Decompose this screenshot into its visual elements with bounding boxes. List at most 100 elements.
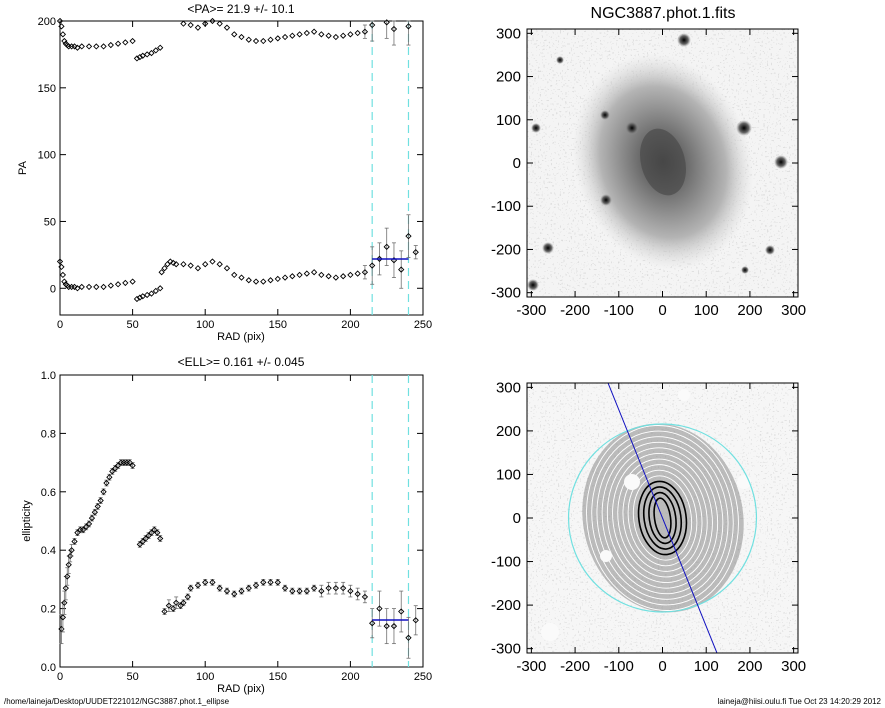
data-point xyxy=(59,271,67,279)
data-point xyxy=(100,43,107,50)
data-point xyxy=(170,605,177,612)
isophote-rings xyxy=(586,425,739,611)
y-tick-label: 0.0 xyxy=(41,662,56,674)
data-point xyxy=(157,535,164,542)
data-point xyxy=(85,43,93,50)
data-point xyxy=(129,278,136,285)
isophote-ring xyxy=(648,491,677,545)
data-point xyxy=(80,526,87,533)
data-point xyxy=(325,32,332,39)
data-point xyxy=(148,49,155,57)
x-tick-label: -100 xyxy=(604,658,634,675)
data-point xyxy=(405,233,412,240)
x-tick-label: 0 xyxy=(658,658,666,675)
data-point xyxy=(177,602,184,609)
y-tick-label: -200 xyxy=(491,241,521,258)
data-point xyxy=(133,55,141,62)
x-tick-label: 0 xyxy=(57,319,63,331)
data-point xyxy=(133,295,141,303)
data-point xyxy=(202,20,209,27)
star-marker xyxy=(741,266,749,274)
ell-y-ticks: 0.0 0.2 0.4 0.6 0.8 1.0 xyxy=(41,370,423,674)
data-point xyxy=(109,468,116,475)
data-point xyxy=(310,269,318,276)
data-point xyxy=(332,585,340,592)
data-point xyxy=(74,529,81,536)
data-point xyxy=(107,282,114,289)
x-tick-label: 250 xyxy=(414,319,432,331)
data-point xyxy=(145,532,152,539)
position-angle-line xyxy=(607,383,718,653)
data-point xyxy=(85,520,93,528)
data-point xyxy=(173,599,180,606)
data-point xyxy=(361,269,369,276)
star-marker xyxy=(600,110,610,120)
data-point xyxy=(161,265,168,272)
data-point xyxy=(376,255,383,263)
star-marker xyxy=(527,279,539,291)
x-tick-label: 150 xyxy=(269,671,287,683)
data-point xyxy=(390,25,398,33)
data-point xyxy=(383,622,390,630)
data-point xyxy=(223,24,231,31)
data-point xyxy=(152,287,159,295)
data-point xyxy=(202,579,209,586)
isophote-ring xyxy=(617,458,708,578)
data-point xyxy=(136,541,143,548)
data-point xyxy=(122,39,129,46)
image-bottom-x-ticks: -300 -200 -100 0 100 200 300 xyxy=(516,383,806,675)
data-point xyxy=(223,587,231,595)
data-point xyxy=(398,266,405,273)
data-point xyxy=(62,585,69,592)
x-tick-label: 50 xyxy=(126,671,138,683)
data-point xyxy=(274,35,281,42)
data-point xyxy=(260,278,267,285)
data-point xyxy=(310,28,318,35)
data-point xyxy=(151,526,158,533)
data-point xyxy=(310,585,318,592)
pa-vlines xyxy=(371,21,410,315)
y-tick-label: 100 xyxy=(496,112,521,129)
data-point xyxy=(354,29,361,37)
y-tick-label: -300 xyxy=(491,285,521,302)
data-point xyxy=(289,273,296,280)
y-tick-label: 200 xyxy=(38,16,56,28)
x-tick-label: 200 xyxy=(737,302,762,319)
data-point xyxy=(209,579,216,586)
data-point xyxy=(64,573,71,580)
data-point xyxy=(318,587,325,595)
x-tick-label: 300 xyxy=(781,658,806,675)
data-point xyxy=(180,599,187,606)
data-point xyxy=(61,278,68,285)
data-point xyxy=(71,43,78,50)
data-point xyxy=(347,31,354,38)
data-point xyxy=(318,271,325,279)
x-tick-label: -100 xyxy=(604,302,634,319)
galaxy-core xyxy=(639,128,687,196)
masked-star xyxy=(678,389,690,401)
ell-x-ticks: 0 50 100 150 200 250 xyxy=(57,375,432,683)
data-point xyxy=(361,593,369,601)
y-tick-label: 0.8 xyxy=(41,428,56,440)
data-point xyxy=(405,634,412,641)
data-point xyxy=(158,269,165,276)
data-point xyxy=(412,617,419,624)
pa-plot-frame xyxy=(59,20,424,316)
data-point xyxy=(68,547,75,554)
data-point xyxy=(143,291,151,299)
data-point xyxy=(100,488,107,495)
image-top-title: NGC3887.phot.1.fits xyxy=(591,5,736,22)
ell-vlines xyxy=(371,375,410,667)
data-point xyxy=(91,509,98,516)
image-top-x-ticks: -300 -200 -100 0 100 200 300 xyxy=(516,29,806,319)
ell-x-label: RAD (pix) xyxy=(217,683,265,695)
isophote-ring xyxy=(601,441,724,595)
pa-data-points xyxy=(56,17,419,303)
data-point xyxy=(106,474,113,481)
data-point xyxy=(139,52,146,59)
data-point xyxy=(165,602,173,609)
data-point xyxy=(78,283,85,291)
ell-y-label: ellipticity xyxy=(21,500,33,542)
star-marker xyxy=(736,120,752,136)
star-marker xyxy=(625,121,639,135)
